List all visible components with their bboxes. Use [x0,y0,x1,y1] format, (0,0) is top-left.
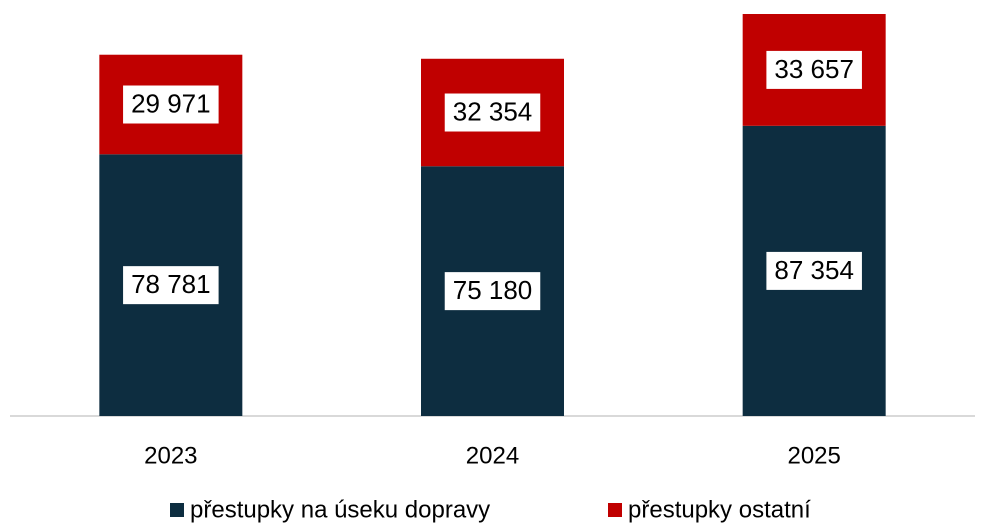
data-label: 33 657 [774,54,854,84]
data-label: 75 180 [453,275,533,305]
data-label-box [766,251,862,290]
data-label-box [766,50,862,89]
x-tick-label: 2025 [787,442,840,469]
legend-swatch [170,503,184,517]
data-label: 29 971 [131,88,211,118]
legend-label: přestupky ostatní [628,496,811,523]
data-label-box [444,272,541,311]
data-label-box [123,266,219,305]
data-label: 78 781 [131,269,211,299]
x-tick-label: 2024 [466,442,519,469]
data-label-box [123,85,219,124]
data-label-box [444,93,541,132]
legend-label: přestupky na úseku dopravy [190,496,490,523]
legend-swatch [608,503,622,517]
data-label: 87 354 [774,255,854,285]
data-label: 32 354 [453,96,533,126]
x-tick-label: 2023 [144,442,197,469]
